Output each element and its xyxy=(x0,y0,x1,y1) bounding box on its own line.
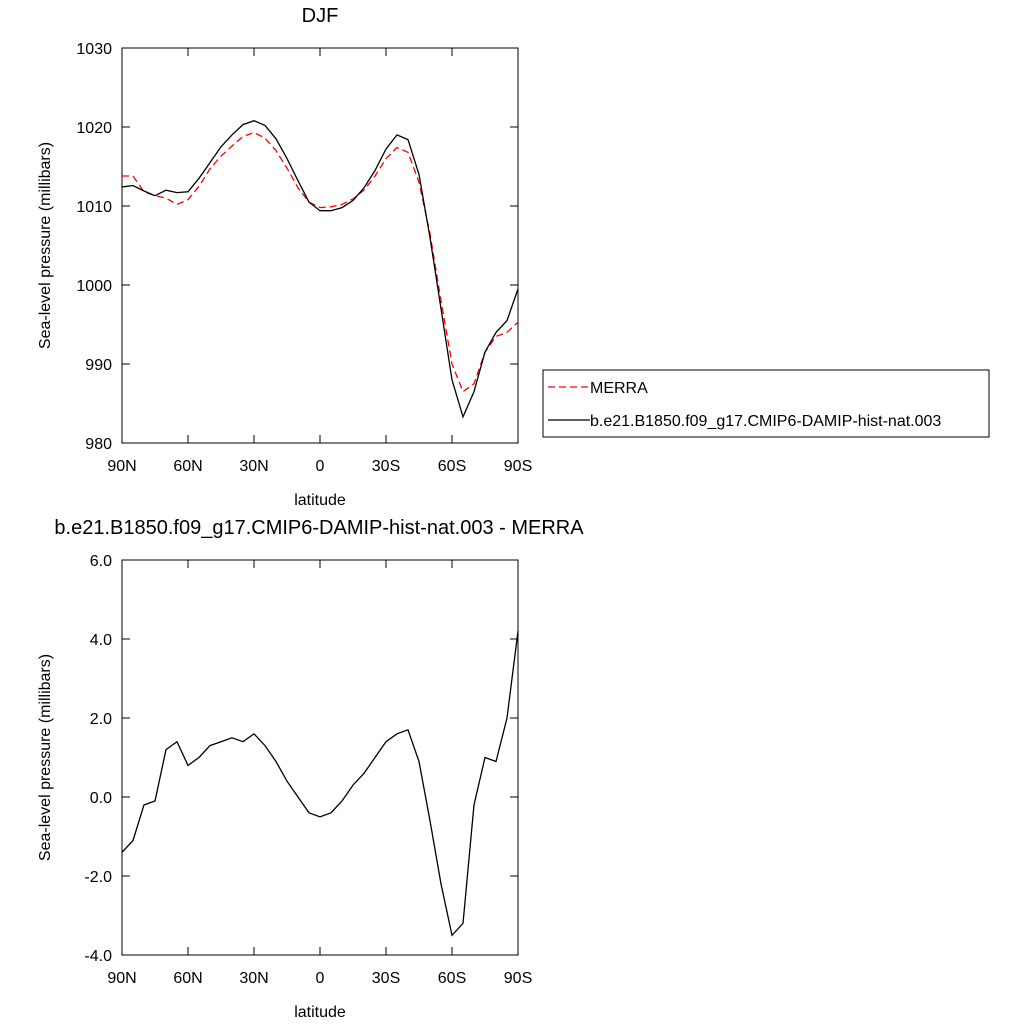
x-tick-label: 60N xyxy=(173,458,202,475)
x-tick-label: 30N xyxy=(239,458,268,475)
x-tick-label: 30N xyxy=(239,970,268,987)
x-axis-label: latitude xyxy=(294,1004,346,1021)
y-tick-label: -2.0 xyxy=(84,869,112,886)
x-tick-label: 90S xyxy=(504,458,532,475)
y-tick-label: 4.0 xyxy=(90,632,112,649)
x-tick-label: 30S xyxy=(372,970,400,987)
chart-title: DJF xyxy=(302,5,339,27)
x-tick-label: 90N xyxy=(107,970,136,987)
y-tick-label: 1010 xyxy=(76,199,112,216)
y-tick-label: 1030 xyxy=(76,41,112,58)
y-tick-label: 1020 xyxy=(76,120,112,137)
chart-title: b.e21.B1850.f09_g17.CMIP6-DAMIP-hist-nat… xyxy=(54,517,584,539)
plot-frame xyxy=(121,47,519,444)
x-tick-label: 30S xyxy=(372,458,400,475)
data-line xyxy=(122,131,519,393)
y-tick-label: 0.0 xyxy=(90,790,112,807)
data-line xyxy=(121,120,519,419)
x-axis-label: latitude xyxy=(294,492,346,509)
legend-label: MERRA xyxy=(590,380,648,397)
plot-frame xyxy=(121,559,519,956)
x-tick-label: 90S xyxy=(504,970,532,987)
x-tick-label: 0 xyxy=(316,458,325,475)
legend-label: b.e21.B1850.f09_g17.CMIP6-DAMIP-hist-nat… xyxy=(590,413,941,430)
x-tick-label: 0 xyxy=(316,970,325,987)
y-tick-label: -4.0 xyxy=(84,948,112,965)
y-tick-label: 980 xyxy=(85,436,112,453)
x-tick-label: 60S xyxy=(438,970,466,987)
y-axis-label: Sea-level pressure (millibars) xyxy=(37,142,54,349)
y-tick-label: 990 xyxy=(85,357,112,374)
x-tick-label: 90N xyxy=(107,458,136,475)
y-tick-label: 1000 xyxy=(76,278,112,295)
y-axis-label: Sea-level pressure (millibars) xyxy=(37,654,54,861)
y-tick-label: 2.0 xyxy=(90,711,112,728)
x-tick-label: 60S xyxy=(438,458,466,475)
legend-box xyxy=(542,369,990,438)
x-tick-label: 60N xyxy=(173,970,202,987)
y-tick-label: 6.0 xyxy=(90,553,112,570)
data-line xyxy=(121,631,519,937)
